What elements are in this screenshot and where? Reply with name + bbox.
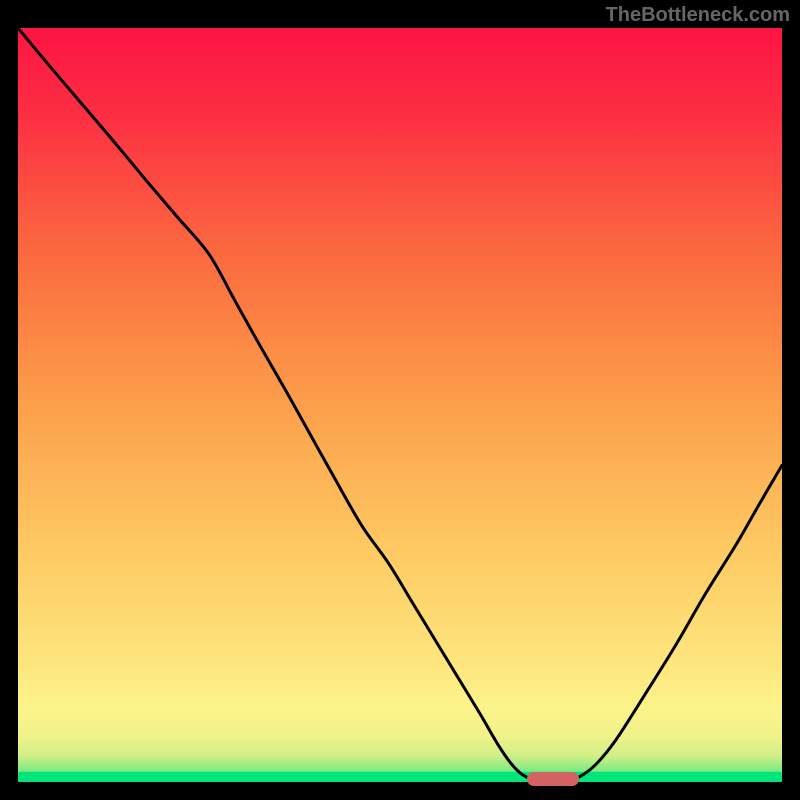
plot-area: [18, 28, 782, 782]
bottleneck-curve: [18, 28, 782, 782]
curve-path: [18, 28, 782, 782]
optimal-point-marker: [527, 772, 579, 786]
chart-container: TheBottleneck.com: [0, 0, 800, 800]
watermark-text: TheBottleneck.com: [606, 4, 790, 27]
